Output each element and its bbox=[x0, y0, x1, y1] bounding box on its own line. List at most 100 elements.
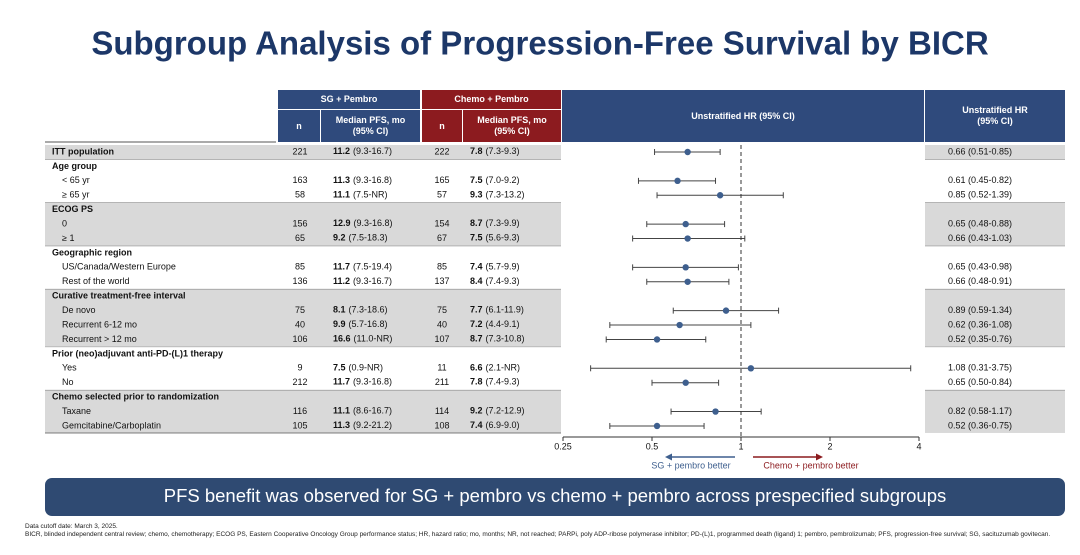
sg-median-cell: 16.6 (11.0-NR) bbox=[333, 334, 392, 344]
row-label: Rest of the world bbox=[62, 276, 130, 286]
sg-median: 9.2 bbox=[333, 233, 346, 243]
group-label: Age group bbox=[52, 161, 97, 171]
sg-n: 106 bbox=[292, 334, 307, 344]
sg-n: 136 bbox=[292, 276, 307, 286]
row-label: Gemcitabine/Carboplatin bbox=[62, 420, 161, 430]
sg-median: 11.1 bbox=[333, 190, 350, 200]
sg-ci: (9.3-16.8) bbox=[353, 175, 392, 185]
sg-ci: (9.3-16.7) bbox=[353, 146, 392, 156]
chemo-n: 165 bbox=[434, 175, 449, 185]
group-label: ECOG PS bbox=[52, 204, 93, 214]
hr-point bbox=[747, 365, 755, 372]
hr-label: 0.85 (0.52-1.39) bbox=[948, 190, 1012, 200]
chemo-median: 8.4 bbox=[470, 276, 483, 286]
sg-n: 163 bbox=[292, 175, 307, 185]
sg-median-cell: 8.1 (7.3-18.6) bbox=[333, 305, 388, 315]
hr-label: 0.52 (0.35-0.76) bbox=[948, 334, 1012, 344]
sg-n: 65 bbox=[295, 233, 305, 243]
sg-median-cell: 7.5 (0.9-NR) bbox=[333, 363, 383, 373]
sg-median: 11.7 bbox=[333, 377, 350, 387]
hr-point bbox=[682, 220, 689, 228]
sg-median: 8.1 bbox=[333, 305, 346, 315]
chemo-n: 85 bbox=[437, 262, 447, 272]
group-label: Chemo selected prior to randomization bbox=[52, 392, 219, 402]
sg-median-cell: 11.1 (8.6-16.7) bbox=[333, 406, 392, 416]
sg-ci: (5.7-16.8) bbox=[349, 319, 388, 329]
sg-n: 105 bbox=[292, 420, 307, 430]
chemo-ci: (2.1-NR) bbox=[486, 363, 521, 373]
sg-ci: (7.5-NR) bbox=[353, 190, 388, 200]
sg-median: 11.2 bbox=[333, 146, 350, 156]
chemo-n: 222 bbox=[434, 146, 449, 156]
chemo-ci: (7.0-9.2) bbox=[486, 175, 520, 185]
hr-point bbox=[653, 422, 661, 430]
row-label: 0 bbox=[62, 218, 67, 228]
row-label: Recurrent > 12 mo bbox=[62, 334, 137, 344]
left-arrowhead bbox=[665, 453, 672, 461]
right-arrowhead bbox=[816, 453, 823, 461]
x-tick-label: 4 bbox=[916, 441, 921, 451]
x-tick-label: 2 bbox=[827, 441, 832, 451]
sg-n: 116 bbox=[293, 406, 307, 416]
row-band bbox=[45, 289, 561, 347]
sg-median-cell: 9.2 (7.5-18.3) bbox=[333, 233, 388, 243]
chemo-median-cell: 9.3 (7.3-13.2) bbox=[470, 190, 525, 200]
sg-ci: (7.3-18.6) bbox=[349, 305, 388, 315]
chemo-n: 107 bbox=[434, 334, 449, 344]
sg-n: 221 bbox=[292, 146, 307, 156]
sg-median-cell: 11.2 (9.3-16.7) bbox=[333, 276, 392, 286]
row-band bbox=[45, 390, 561, 433]
sg-median: 12.9 bbox=[333, 218, 351, 228]
sg-median: 11.3 bbox=[333, 420, 350, 430]
row-band bbox=[925, 145, 1065, 159]
row-label: No bbox=[62, 377, 74, 387]
chemo-ci: (5.6-9.3) bbox=[486, 233, 520, 243]
chemo-n: 11 bbox=[437, 363, 446, 373]
hr-label: 1.08 (0.31-3.75) bbox=[948, 363, 1012, 373]
row-band bbox=[925, 289, 1065, 347]
hr-point bbox=[684, 278, 691, 285]
hr-label: 0.52 (0.36-0.75) bbox=[948, 420, 1012, 430]
sg-median-cell: 11.2 (9.3-16.7) bbox=[333, 146, 392, 156]
chemo-median: 9.2 bbox=[470, 406, 483, 416]
chemo-ci: (7.3-10.8) bbox=[486, 334, 525, 344]
row-band bbox=[925, 202, 1065, 246]
sg-median: 11.1 bbox=[333, 406, 350, 416]
row-label: De novo bbox=[62, 305, 96, 315]
row-label: Recurrent 6-12 mo bbox=[62, 319, 137, 329]
hr-header: Unstratified HR (95% CI) bbox=[925, 90, 1065, 142]
chemo-n: 57 bbox=[437, 190, 447, 200]
sg-ci: (9.3-16.8) bbox=[354, 218, 393, 228]
sg-median-cell: 11.7 (7.5-19.4) bbox=[333, 262, 392, 272]
chemo-median: 6.6 bbox=[470, 363, 483, 373]
sg-ci: (8.6-16.7) bbox=[353, 406, 392, 416]
sg-ci: (9.3-16.8) bbox=[353, 377, 392, 387]
sg-median-cell: 9.9 (5.7-16.8) bbox=[333, 319, 388, 329]
footnote: Data cutoff date: March 3, 2025. bbox=[25, 523, 118, 530]
chemo-median: 8.7 bbox=[470, 334, 483, 344]
sg-n: 212 bbox=[292, 377, 307, 387]
sg-n: 58 bbox=[295, 190, 305, 200]
sg-ci: (7.5-19.4) bbox=[353, 262, 392, 272]
sg-median: 9.9 bbox=[333, 319, 346, 329]
hr-point bbox=[674, 177, 681, 185]
chemo-median: 7.2 bbox=[470, 319, 483, 329]
chemo-median-cell: 7.5 (5.6-9.3) bbox=[470, 233, 520, 243]
hr-label: 0.66 (0.51-0.85) bbox=[948, 146, 1012, 156]
hr-point bbox=[676, 321, 683, 329]
hr-point bbox=[712, 408, 719, 415]
chemo-ci: (5.7-9.9) bbox=[486, 262, 520, 272]
chemo-ci: (6.9-9.0) bbox=[486, 420, 520, 430]
chemo-ci: (6.1-11.9) bbox=[486, 305, 524, 315]
chemo-median-cell: 7.7 (6.1-11.9) bbox=[470, 305, 524, 315]
hr-label: 0.61 (0.45-0.82) bbox=[948, 175, 1012, 185]
chemo-n: 211 bbox=[435, 377, 449, 387]
chemo-median-cell: 7.2 (4.4-9.1) bbox=[470, 319, 520, 329]
sg-median-cell: 11.7 (9.3-16.8) bbox=[333, 377, 392, 387]
chemo-n: 137 bbox=[434, 276, 449, 286]
row-label: ITT population bbox=[52, 146, 114, 156]
chemo-median: 7.8 bbox=[470, 377, 483, 387]
group-label: Geographic region bbox=[52, 247, 132, 257]
chemo-ci: (7.3-9.9) bbox=[486, 218, 520, 228]
